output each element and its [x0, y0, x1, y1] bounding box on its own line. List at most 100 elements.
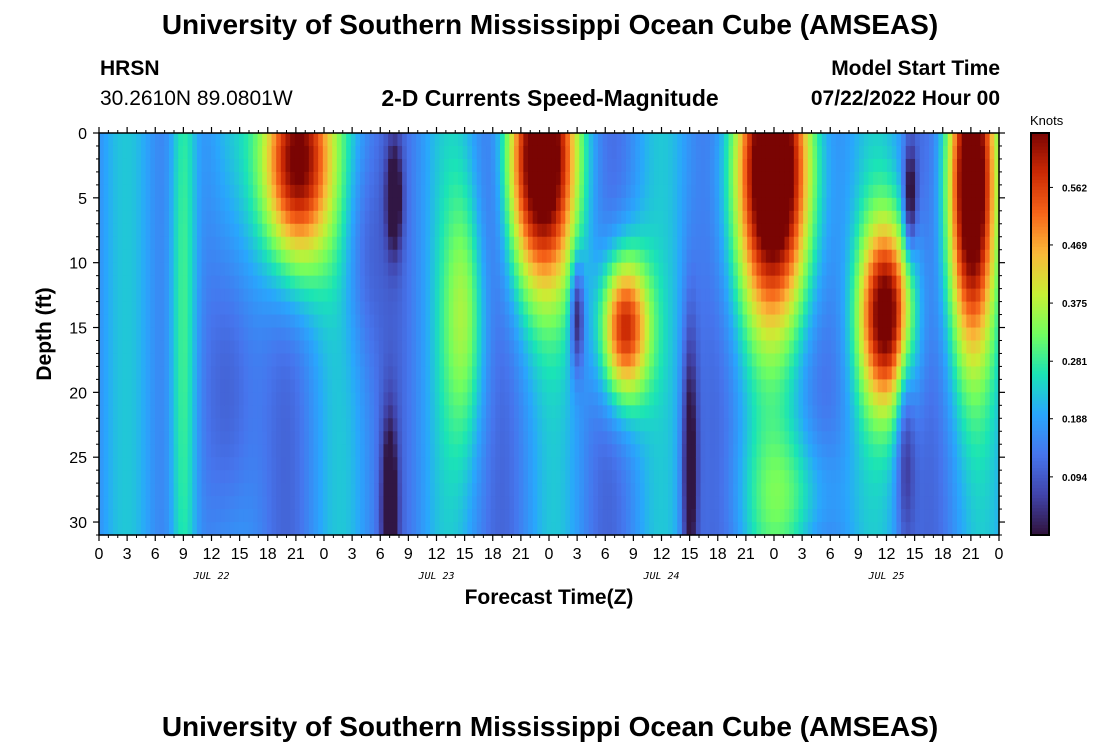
heatmap-cell: [761, 301, 767, 316]
heatmap-cell: [667, 366, 674, 380]
heatmap-cell: [99, 353, 105, 368]
heatmap-cell: [737, 133, 744, 147]
heatmap-cell: [523, 431, 529, 445]
heatmap-cell: [509, 496, 515, 510]
heatmap-cell: [145, 379, 151, 393]
heatmap-cell: [173, 418, 179, 432]
heatmap-cell: [350, 405, 357, 419]
heatmap-cell: [327, 145, 333, 160]
heatmap-cell: [472, 158, 478, 173]
heatmap-cell: [630, 314, 636, 329]
heatmap-cell: [784, 496, 790, 510]
heatmap-cell: [378, 522, 385, 536]
heatmap-cell: [649, 522, 655, 536]
heatmap-cell: [182, 223, 189, 238]
heatmap-cell: [444, 483, 450, 497]
heatmap-cell: [159, 509, 165, 523]
heatmap-cell: [453, 522, 459, 536]
heatmap-cell: [565, 145, 571, 160]
heatmap-cell: [378, 379, 385, 393]
heatmap-cell: [807, 418, 814, 432]
heatmap-cell: [462, 262, 468, 277]
heatmap-cell: [402, 301, 408, 316]
heatmap-cell: [346, 509, 352, 523]
heatmap-cell: [611, 249, 618, 264]
heatmap-cell: [500, 184, 506, 199]
heatmap-cell: [308, 327, 315, 342]
heatmap-cell: [486, 327, 492, 342]
heatmap-cell: [336, 301, 343, 316]
heatmap-cell: [392, 223, 399, 238]
heatmap-cell: [430, 327, 436, 342]
heatmap-cell: [588, 262, 594, 277]
heatmap-cell: [229, 405, 235, 419]
heatmap-cell: [224, 288, 231, 303]
heatmap-cell: [672, 171, 678, 186]
heatmap-cell: [602, 457, 608, 471]
heatmap-cell: [173, 133, 179, 147]
heatmap-cell: [364, 236, 371, 251]
heatmap-cell: [798, 470, 804, 484]
heatmap-cell: [220, 405, 226, 419]
heatmap-cell: [336, 470, 343, 484]
heatmap-cell: [625, 457, 632, 471]
heatmap-cell: [677, 158, 683, 173]
heatmap-cell: [159, 288, 165, 303]
heatmap-cell: [546, 392, 552, 406]
heatmap-cell: [756, 405, 762, 419]
heatmap-cell: [444, 171, 450, 186]
heatmap-cell: [709, 184, 716, 199]
heatmap-cell: [649, 301, 655, 316]
heatmap-cell: [252, 275, 259, 290]
heatmap-cell: [761, 133, 767, 147]
heatmap-cell: [192, 288, 198, 303]
heatmap-cell: [840, 236, 846, 251]
heatmap-cell: [262, 275, 268, 290]
heatmap-cell: [686, 418, 692, 432]
heatmap-cell: [719, 457, 725, 471]
heatmap-cell: [528, 210, 534, 225]
heatmap-cell: [667, 133, 674, 147]
heatmap-cell: [793, 133, 800, 147]
heatmap-cell: [364, 249, 371, 264]
heatmap-cell: [369, 236, 375, 251]
heatmap-cell: [276, 444, 282, 458]
heatmap-cell: [453, 145, 459, 160]
heatmap-cell: [728, 470, 734, 484]
heatmap-cell: [383, 457, 389, 471]
heatmap-cell: [546, 366, 552, 380]
heatmap-cell: [649, 133, 655, 147]
heatmap-cell: [756, 483, 762, 497]
heatmap-cell: [397, 223, 403, 238]
heatmap-cell: [430, 314, 436, 329]
heatmap-cell: [639, 210, 646, 225]
heatmap-cell: [126, 340, 133, 355]
heatmap-cell: [364, 210, 371, 225]
heatmap-cell: [224, 470, 231, 484]
heatmap-cell: [271, 457, 277, 471]
heatmap-cell: [290, 249, 296, 264]
heatmap-cell: [653, 470, 660, 484]
heatmap-cell: [112, 314, 119, 329]
heatmap-cell: [420, 483, 427, 497]
heatmap-cell: [518, 275, 524, 290]
heatmap-cell: [322, 392, 329, 406]
heatmap-cell: [770, 236, 776, 251]
heatmap-cell: [136, 431, 142, 445]
heatmap-cell: [542, 522, 548, 536]
heatmap-cell: [635, 249, 641, 264]
heatmap-cell: [416, 171, 422, 186]
heatmap-cell: [299, 522, 305, 536]
heatmap-cell: [765, 444, 772, 458]
heatmap-cell: [434, 509, 441, 523]
heatmap-cell: [737, 431, 744, 445]
heatmap-cell: [537, 133, 543, 147]
heatmap-cell: [444, 133, 450, 147]
heatmap-cell: [392, 158, 399, 173]
heatmap-cell: [719, 236, 725, 251]
heatmap-cell: [196, 496, 203, 510]
heatmap-cell: [514, 470, 520, 484]
heatmap-cell: [770, 210, 776, 225]
heatmap-cell: [672, 353, 678, 368]
heatmap-cell: [630, 418, 636, 432]
